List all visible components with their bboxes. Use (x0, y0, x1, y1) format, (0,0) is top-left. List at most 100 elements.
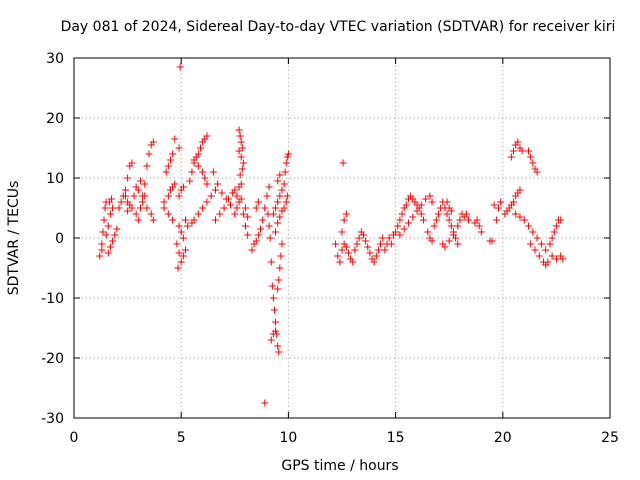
data-point (276, 171, 284, 179)
data-point (160, 198, 168, 206)
data-point (190, 216, 198, 224)
data-point (173, 240, 181, 248)
y-axis-label: SDTVAR / TECUs (6, 181, 22, 296)
data-point (332, 240, 340, 248)
data-point (216, 210, 224, 218)
data-point (177, 228, 185, 236)
data-point (231, 186, 239, 194)
data-point (559, 255, 567, 263)
data-point (349, 258, 357, 266)
data-point (533, 234, 541, 242)
x-tick-label: 25 (601, 430, 619, 446)
data-point (527, 240, 535, 248)
data-point (233, 204, 241, 212)
data-point (220, 204, 228, 212)
data-point (121, 192, 129, 200)
data-point (194, 162, 202, 170)
data-point (244, 231, 252, 239)
data-point (160, 204, 168, 212)
data-point (488, 237, 496, 245)
data-point (428, 198, 436, 206)
data-point (548, 234, 556, 242)
data-point (339, 159, 347, 167)
data-point (113, 225, 121, 233)
data-point (169, 150, 177, 158)
data-point (516, 213, 524, 221)
data-point (276, 264, 284, 272)
data-point (117, 198, 125, 206)
data-point (398, 210, 406, 218)
data-point (199, 168, 207, 176)
data-point (136, 177, 144, 185)
data-point (199, 204, 207, 212)
data-point (162, 168, 170, 176)
y-tick-label: -30 (41, 411, 64, 427)
data-point (426, 192, 434, 200)
data-point (364, 243, 372, 251)
data-point (254, 198, 262, 206)
data-point (276, 213, 284, 221)
data-point (169, 216, 177, 224)
data-point (224, 195, 232, 203)
y-tick-label: 10 (46, 171, 64, 187)
data-point (544, 258, 552, 266)
data-point (546, 240, 554, 248)
data-point (525, 147, 533, 155)
data-point (529, 159, 537, 167)
data-point (270, 306, 278, 314)
x-tick-label: 5 (177, 430, 186, 446)
data-point (176, 63, 184, 71)
data-point (272, 327, 280, 335)
data-point (267, 336, 275, 344)
data-point (238, 165, 246, 173)
y-tick-label: -10 (41, 291, 64, 307)
data-point (141, 192, 149, 200)
data-point (473, 216, 481, 224)
data-point (235, 147, 243, 155)
data-point (196, 144, 204, 152)
x-tick-label: 10 (279, 430, 297, 446)
data-point (557, 216, 565, 224)
data-point (275, 276, 283, 284)
data-point (443, 198, 451, 206)
data-point (237, 180, 245, 188)
chart-title: Day 081 of 2024, Sidereal Day-to-day VTE… (61, 19, 616, 35)
data-point (175, 249, 183, 257)
data-point (338, 228, 346, 236)
data-point (102, 231, 110, 239)
data-point (248, 246, 256, 254)
data-point (366, 249, 374, 257)
data-point (351, 246, 359, 254)
data-point (212, 186, 220, 194)
data-point (432, 216, 440, 224)
data-point (548, 252, 556, 260)
data-point (477, 228, 485, 236)
data-point (359, 231, 367, 239)
data-point (139, 198, 147, 206)
data-point (274, 177, 282, 185)
data-point (336, 258, 344, 266)
data-point (261, 399, 269, 407)
data-point (145, 150, 153, 158)
data-point (490, 201, 498, 209)
data-point (104, 222, 112, 230)
data-point (464, 216, 472, 224)
data-point (385, 234, 393, 242)
data-point (533, 168, 541, 176)
data-point (362, 237, 370, 245)
data-point (164, 162, 172, 170)
data-point (201, 174, 209, 182)
data-point (124, 207, 132, 215)
data-point (266, 234, 274, 242)
data-point (239, 210, 247, 218)
data-point (111, 231, 119, 239)
data-point (242, 204, 250, 212)
data-point (104, 249, 112, 257)
data-point (238, 144, 246, 152)
data-point (124, 198, 132, 206)
data-point (171, 180, 179, 188)
data-point (497, 198, 505, 206)
data-point (447, 207, 455, 215)
data-point (175, 144, 183, 152)
data-point (283, 192, 291, 200)
